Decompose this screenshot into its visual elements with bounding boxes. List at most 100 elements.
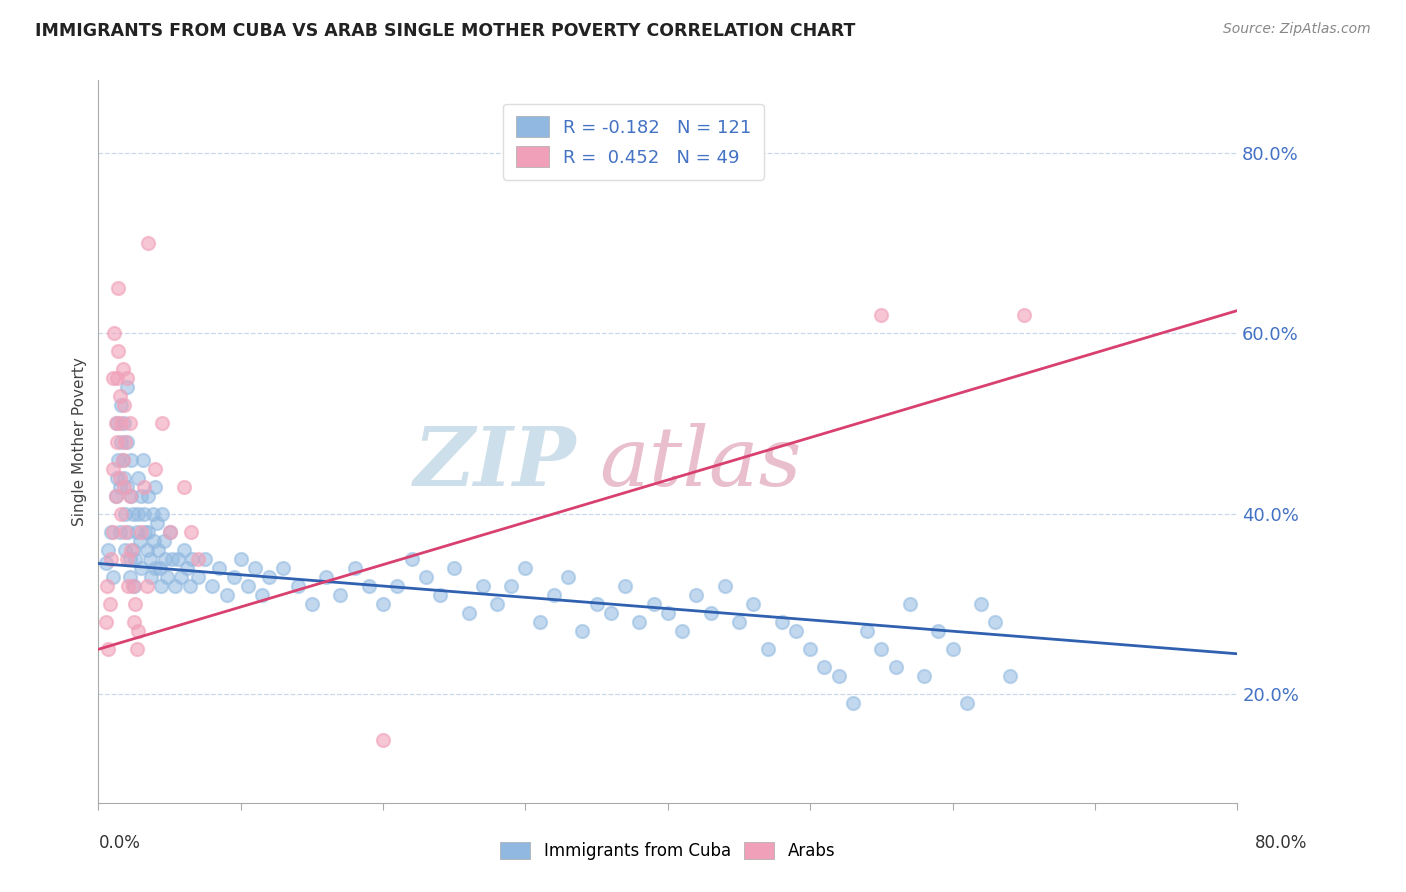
Point (145, 561, 167, 575)
Point (529, 615, 551, 630)
Point (159, 524, 181, 539)
Point (115, 480, 138, 494)
Point (110, 398, 132, 412)
Point (121, 542, 143, 557)
Point (145, 461, 167, 475)
Point (110, 434, 132, 449)
Point (115, 552, 138, 566)
Point (813, 660, 835, 674)
Point (152, 507, 174, 521)
Point (104, 489, 127, 503)
Point (156, 570, 179, 584)
Point (315, 570, 337, 584)
Point (120, 542, 142, 557)
Point (149, 561, 172, 575)
Point (956, 697, 979, 711)
Point (112, 471, 135, 485)
Point (122, 615, 145, 630)
Point (131, 452, 153, 467)
Point (108, 389, 131, 403)
Point (543, 588, 565, 602)
Text: atlas: atlas (599, 423, 801, 503)
Point (117, 579, 139, 593)
Point (98, 597, 121, 611)
Point (600, 606, 623, 620)
Point (118, 417, 141, 431)
Point (236, 579, 259, 593)
Point (998, 669, 1021, 683)
Point (139, 570, 162, 584)
Point (401, 552, 423, 566)
Legend: Immigrants from Cuba, Arabs: Immigrants from Cuba, Arabs (494, 835, 842, 867)
Point (471, 579, 494, 593)
Point (912, 669, 935, 683)
Point (105, 417, 128, 431)
Point (118, 489, 141, 503)
Point (628, 615, 651, 630)
Point (141, 507, 163, 521)
Point (152, 417, 174, 431)
Point (115, 380, 138, 394)
Point (121, 507, 143, 521)
Point (165, 579, 187, 593)
Point (179, 579, 201, 593)
Point (671, 624, 693, 639)
Point (120, 489, 142, 503)
Point (136, 235, 159, 250)
Point (927, 624, 949, 639)
Point (107, 344, 129, 359)
Point (173, 480, 195, 494)
Point (215, 588, 238, 602)
Point (614, 579, 637, 593)
Point (135, 542, 157, 557)
Point (145, 480, 167, 494)
Point (105, 434, 128, 449)
Point (222, 570, 245, 584)
Point (429, 588, 451, 602)
Point (115, 434, 138, 449)
Point (984, 615, 1007, 630)
Point (132, 507, 155, 521)
Text: 80.0%: 80.0% (1256, 834, 1308, 852)
Point (127, 471, 149, 485)
Point (870, 308, 893, 322)
Text: IMMIGRANTS FROM CUBA VS ARAB SINGLE MOTHER POVERTY CORRELATION CHART: IMMIGRANTS FROM CUBA VS ARAB SINGLE MOTH… (35, 22, 855, 40)
Point (94, 557, 117, 571)
Point (250, 588, 273, 602)
Point (884, 660, 907, 674)
Point (135, 579, 157, 593)
Point (699, 606, 721, 620)
Point (97, 542, 120, 557)
Point (108, 471, 131, 485)
Point (176, 561, 198, 575)
Y-axis label: Single Mother Poverty: Single Mother Poverty (72, 357, 87, 526)
Point (159, 524, 181, 539)
Point (770, 615, 793, 630)
Point (557, 570, 579, 584)
Point (121, 579, 143, 593)
Point (112, 398, 135, 412)
Point (756, 642, 779, 657)
Point (357, 579, 380, 593)
Text: Source: ZipAtlas.com: Source: ZipAtlas.com (1223, 22, 1371, 37)
Point (127, 624, 149, 639)
Point (685, 588, 707, 602)
Point (329, 588, 352, 602)
Point (148, 542, 170, 557)
Point (97, 642, 120, 657)
Point (162, 552, 184, 566)
Point (842, 697, 865, 711)
Point (101, 371, 124, 385)
Point (108, 480, 131, 494)
Point (104, 417, 127, 431)
Point (728, 615, 751, 630)
Point (101, 524, 124, 539)
Point (501, 579, 523, 593)
Point (970, 597, 993, 611)
Point (373, 732, 395, 747)
Point (898, 597, 921, 611)
Point (243, 561, 266, 575)
Point (103, 326, 125, 341)
Point (208, 561, 231, 575)
Point (287, 579, 309, 593)
